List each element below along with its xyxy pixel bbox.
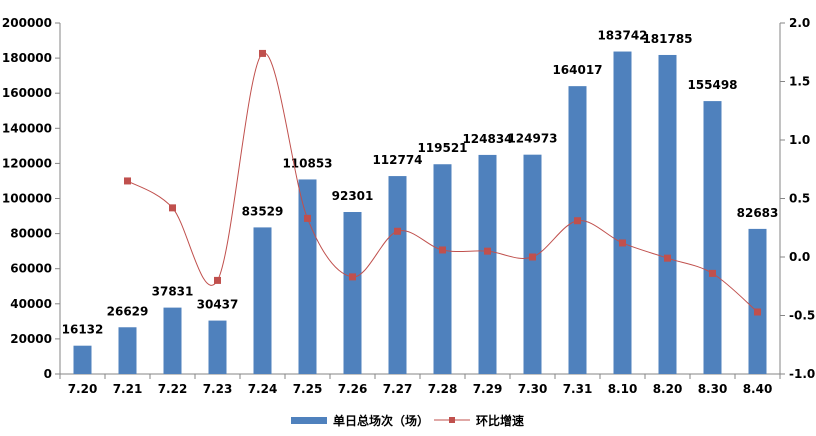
left-y-tick-label: 80000 <box>10 227 52 241</box>
x-tick-label: 8.40 <box>743 382 773 396</box>
bar <box>208 320 227 374</box>
bar <box>388 176 407 374</box>
bar-data-label: 37831 <box>152 285 194 299</box>
x-tick-label: 7.20 <box>68 382 98 396</box>
bar <box>73 345 92 374</box>
left-y-tick-label: 120000 <box>2 156 52 170</box>
x-tick-label: 7.30 <box>518 382 548 396</box>
bar <box>163 307 182 374</box>
bar-data-label: 124973 <box>507 132 557 146</box>
left-y-tick-labels: 0 20000 40000 60000 80000 100000 120000 140000 1… <box>2 16 52 381</box>
x-tick-label: 8.20 <box>653 382 683 396</box>
x-tick-labels: 7.20 7.21 7.22 7.23 7.24 7.25 7.26 7.27 7.28 7.29… <box>68 382 773 396</box>
bar-data-label: 30437 <box>197 298 239 312</box>
bar <box>613 51 632 375</box>
line-point <box>394 227 401 235</box>
bar <box>343 212 362 374</box>
line-point <box>709 269 716 277</box>
left-y-tick-label: 100000 <box>2 192 52 206</box>
x-tick-label: 7.31 <box>563 382 593 396</box>
line-point <box>259 49 266 57</box>
line-point <box>754 308 761 316</box>
left-y-tick-label: 160000 <box>2 86 52 100</box>
x-tick-label: 7.29 <box>473 382 503 396</box>
line-series <box>124 49 761 316</box>
left-y-tick-label: 200000 <box>2 16 52 30</box>
legend-label-line: 环比增速 <box>476 413 524 428</box>
line-point <box>574 217 581 225</box>
bar <box>478 154 497 374</box>
line-point <box>124 177 131 185</box>
x-tick-label: 8.30 <box>698 382 728 396</box>
left-y-tick-label: 40000 <box>10 297 52 311</box>
legend-swatch-marker <box>449 417 455 423</box>
left-y-tick-label: 60000 <box>10 262 52 276</box>
line-point <box>349 273 356 281</box>
x-tick-label: 7.26 <box>338 382 368 396</box>
right-y-tick-label: -1.0 <box>789 367 815 381</box>
line-point <box>304 214 311 222</box>
bar-data-label: 26629 <box>107 304 149 318</box>
bar <box>703 101 722 374</box>
x-tick-label: 7.22 <box>158 382 188 396</box>
bar <box>298 179 317 374</box>
x-tick-label: 7.23 <box>203 382 233 396</box>
bar <box>523 154 542 374</box>
x-tick-label: 7.24 <box>248 382 278 396</box>
left-y-tick-label: 0 <box>44 367 52 381</box>
bar <box>658 54 677 375</box>
bar <box>253 227 272 374</box>
line-point <box>619 239 626 247</box>
line-point <box>664 254 671 262</box>
line-point <box>484 247 491 255</box>
bar-data-label: 92301 <box>332 189 374 203</box>
bar-data-label: 183742 <box>597 29 647 43</box>
line-point <box>529 253 536 261</box>
legend: 单日总场次（场） 环比增速 <box>291 413 524 428</box>
bar-data-label: 16132 <box>62 323 104 337</box>
bar-data-label: 181785 <box>642 32 692 46</box>
bar-data-label: 110853 <box>282 156 332 170</box>
bar <box>568 86 587 375</box>
bar <box>433 164 452 374</box>
right-y-tick-label: 2.0 <box>789 16 810 30</box>
right-y-tick-label: 0.0 <box>789 250 810 264</box>
bar-data-label: 124834 <box>462 132 512 146</box>
bar-series <box>73 51 767 375</box>
bar-data-label: 155498 <box>687 78 737 92</box>
x-tick-label: 7.25 <box>293 382 323 396</box>
line-point <box>214 276 221 284</box>
bar-data-label: 83529 <box>242 204 284 218</box>
right-y-tick-label: -0.5 <box>789 309 815 323</box>
legend-swatch-bar <box>291 417 327 424</box>
x-tick-label: 7.28 <box>428 382 458 396</box>
left-y-tick-label: 20000 <box>10 332 52 346</box>
line-point <box>169 204 176 212</box>
bar <box>118 327 137 374</box>
legend-label-bar: 单日总场次（场） <box>333 413 429 428</box>
x-tick-label: 8.10 <box>608 382 638 396</box>
right-y-tick-label: 1.0 <box>789 133 810 147</box>
x-tick-label: 7.21 <box>113 382 143 396</box>
right-y-tick-label: 1.5 <box>789 75 810 89</box>
right-y-tick-label: 0.5 <box>789 192 810 206</box>
bar-data-label: 119521 <box>417 141 467 155</box>
line-point <box>439 246 446 254</box>
left-y-tick-label: 140000 <box>2 121 52 135</box>
bar-data-label: 164017 <box>552 63 602 77</box>
left-y-tick-label: 180000 <box>2 51 52 65</box>
bar-data-label: 82683 <box>737 206 779 220</box>
bar <box>748 228 767 374</box>
right-y-tick-labels: -1.0 -0.5 0.0 0.5 1.0 1.5 2.0 <box>789 16 815 381</box>
x-tick-label: 7.27 <box>383 382 413 396</box>
bar-data-label: 112774 <box>372 153 422 167</box>
